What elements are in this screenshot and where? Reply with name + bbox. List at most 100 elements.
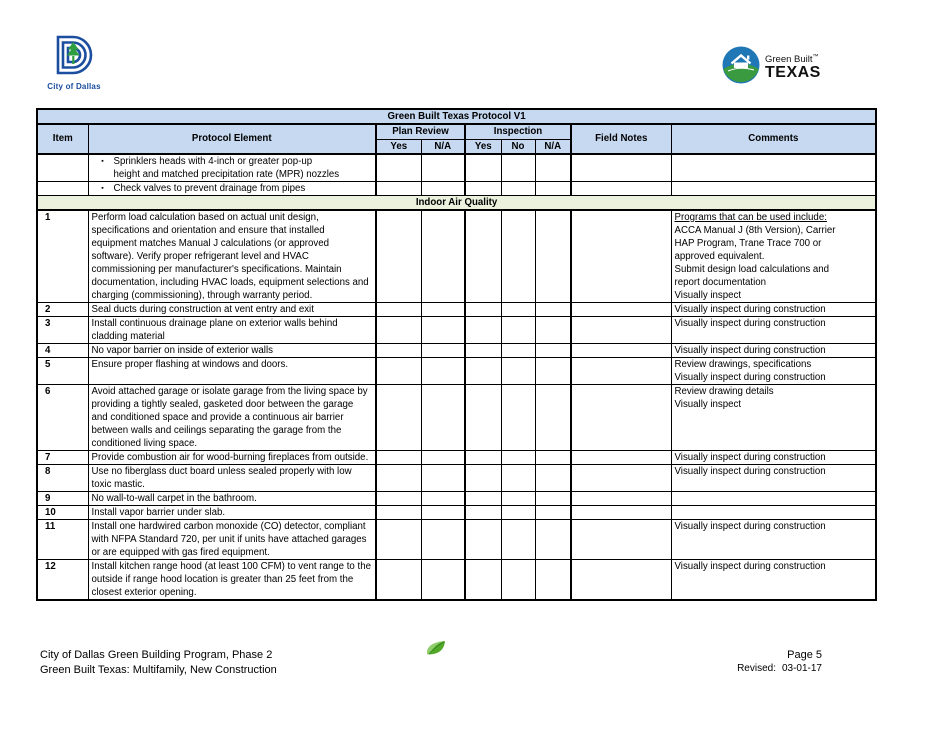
header-item: Item — [36, 123, 89, 155]
table-row: 9 No wall-to-wall carpet in the bathroom… — [36, 491, 877, 506]
insp-yes-cell — [464, 180, 502, 196]
protocol-cell: Install one hardwired carbon monoxide (C… — [87, 519, 377, 560]
comment-line: Visually inspect — [674, 290, 742, 301]
protocol-text: No vapor barrier on inside of exterior w… — [91, 345, 273, 356]
table-row: 5 Ensure proper flashing at windows and … — [36, 357, 877, 385]
item-cell: 11 — [36, 519, 89, 560]
header-comments: Comments — [670, 123, 877, 155]
comment-line: Review drawing details — [674, 386, 774, 397]
table-row: 12 Install kitchen range hood (at least … — [36, 559, 877, 601]
header-plan-na: N/A — [420, 138, 466, 155]
table-header: Green Built Texas Protocol V1 Item Proto… — [36, 108, 877, 155]
table-row: ▪ Check valves to prevent drainage from … — [36, 180, 877, 196]
plan-na-cell — [420, 343, 466, 358]
revised-label: Revised: — [737, 663, 776, 674]
protocol-cell: Install vapor barrier under slab. — [87, 505, 377, 520]
plan-yes-cell — [375, 316, 422, 344]
item-cell: 8 — [36, 464, 89, 492]
insp-no-cell — [500, 491, 536, 506]
insp-na-cell — [534, 450, 572, 465]
item-number: 5 — [45, 359, 51, 370]
item-cell: 7 — [36, 450, 89, 465]
green-built-circle-icon — [722, 46, 760, 89]
comments-cell: Visually inspect during construction — [670, 316, 877, 344]
plan-yes-cell — [375, 464, 422, 492]
insp-yes-cell — [464, 357, 502, 385]
item-cell: 1 — [36, 209, 89, 303]
insp-na-cell — [534, 209, 572, 303]
insp-no-cell — [500, 519, 536, 560]
item-cell: 6 — [36, 384, 89, 451]
insp-na-cell — [534, 343, 572, 358]
protocol-line: Sprinklers heads with 4-inch or greater … — [113, 155, 313, 167]
plan-na-cell — [420, 559, 466, 601]
plan-na-cell — [420, 302, 466, 317]
insp-na-cell — [534, 180, 572, 196]
footer-project-line: Green Built Texas: Multifamily, New Cons… — [40, 663, 277, 676]
comment-line: Visually inspect — [674, 399, 742, 410]
field-notes-cell — [570, 153, 672, 182]
field-notes-cell — [570, 505, 672, 520]
plan-yes-cell — [375, 519, 422, 560]
insp-na-cell — [534, 505, 572, 520]
field-notes-cell — [570, 343, 672, 358]
protocol-text: No wall-to-wall carpet in the bathroom. — [91, 493, 257, 504]
plan-na-cell — [420, 153, 466, 182]
plan-yes-cell — [375, 302, 422, 317]
item-cell: 9 — [36, 491, 89, 506]
insp-na-cell — [534, 519, 572, 560]
plan-na-cell — [420, 505, 466, 520]
insp-yes-cell — [464, 302, 502, 317]
protocol-text: Sprinklers heads with 4-inch or greater … — [114, 155, 373, 181]
item-cell: 4 — [36, 343, 89, 358]
revised-date: 03-01-17 — [781, 663, 822, 674]
plan-yes-cell — [375, 180, 422, 196]
plan-na-cell — [420, 491, 466, 506]
protocol-text: Install one hardwired carbon monoxide (C… — [91, 521, 367, 558]
item-number: 8 — [45, 466, 51, 477]
plan-yes-cell — [375, 559, 422, 601]
protocol-rows: 1 Perform load calculation based on actu… — [36, 209, 877, 601]
insp-yes-cell — [464, 505, 502, 520]
item-number: 10 — [45, 507, 56, 518]
insp-na-cell — [534, 357, 572, 385]
item-cell: 2 — [36, 302, 89, 317]
table-row: 6 Avoid attached garage or isolate garag… — [36, 384, 877, 451]
item-cell — [36, 153, 89, 182]
comments-cell — [670, 153, 877, 182]
carryover-rows: ▪ Sprinklers heads with 4-inch or greate… — [36, 153, 877, 196]
insp-na-cell — [534, 316, 572, 344]
plan-na-cell — [420, 519, 466, 560]
table-row: 10 Install vapor barrier under slab. — [36, 505, 877, 520]
header-plan-review: Plan Review — [375, 123, 466, 140]
protocol-text: Install vapor barrier under slab. — [91, 507, 226, 518]
protocol-cell: ▪ Sprinklers heads with 4-inch or greate… — [87, 153, 377, 182]
protocol-text: Check valves to prevent drainage from pi… — [114, 182, 373, 194]
field-notes-cell — [570, 384, 672, 451]
insp-no-cell — [500, 384, 536, 451]
protocol-cell: Use no fiberglass duct board unless seal… — [87, 464, 377, 492]
green-built-name: Green Built™ — [765, 53, 819, 65]
field-notes-cell — [570, 450, 672, 465]
table-row: 7 Provide combustion air for wood-burnin… — [36, 450, 877, 465]
comment-line: ACCA Manual J (8th Version), Carrier — [674, 225, 836, 236]
insp-yes-cell — [464, 343, 502, 358]
plan-na-cell — [420, 450, 466, 465]
table-row: 2 Seal ducts during construction at vent… — [36, 302, 877, 317]
comment-line: report documentation — [674, 277, 767, 288]
field-notes-cell — [570, 316, 672, 344]
field-notes-cell — [570, 519, 672, 560]
field-notes-cell — [570, 180, 672, 196]
item-cell: 5 — [36, 357, 89, 385]
item-number: 6 — [45, 386, 51, 397]
item-cell: 3 — [36, 316, 89, 344]
protocol-text: Seal ducts during construction at vent e… — [91, 304, 314, 315]
field-notes-cell — [570, 302, 672, 317]
protocol-cell: Install kitchen range hood (at least 100… — [87, 559, 377, 601]
field-notes-cell — [570, 357, 672, 385]
item-number: 4 — [45, 345, 51, 356]
protocol-cell: Perform load calculation based on actual… — [87, 209, 377, 303]
insp-no-cell — [500, 505, 536, 520]
comments-cell: Visually inspect during construction — [670, 559, 877, 601]
comments-cell — [670, 491, 877, 506]
